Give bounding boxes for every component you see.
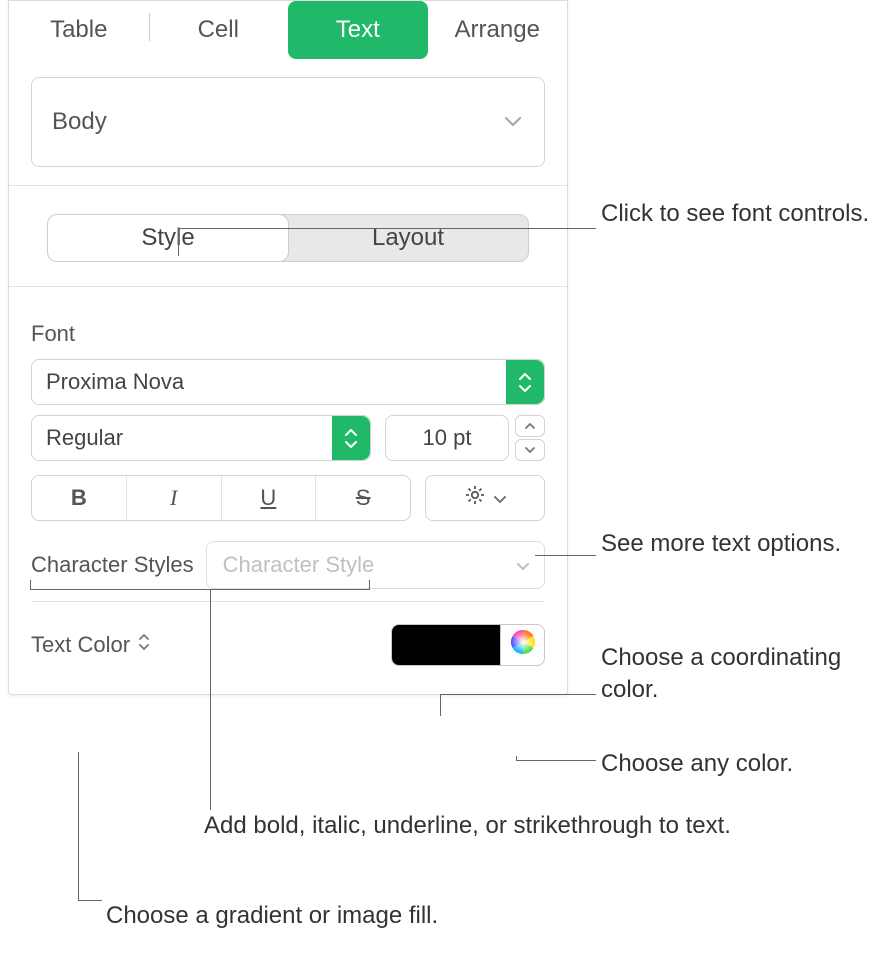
callout-biu: Add bold, italic, underline, or striketh… <box>204 810 731 842</box>
tab-table[interactable]: Table <box>9 1 149 59</box>
format-button-group: B I U S <box>31 475 411 521</box>
chevron-down-icon <box>516 552 530 578</box>
tab-divider <box>149 13 150 41</box>
gear-icon <box>463 483 487 513</box>
callout-line <box>178 228 596 229</box>
dropdown-stepper-icon <box>506 360 544 404</box>
font-size-stepper <box>515 415 545 461</box>
tab-arrange[interactable]: Arrange <box>428 1 568 59</box>
top-tabs: Table Cell Text Arrange <box>9 1 567 59</box>
font-family-value: Proxima Nova <box>46 369 184 395</box>
chevron-down-icon <box>493 485 507 511</box>
callout-line <box>440 694 441 716</box>
italic-button[interactable]: I <box>127 476 222 520</box>
character-styles-label: Character Styles <box>31 552 194 578</box>
color-controls <box>391 624 545 666</box>
callout-line <box>78 752 79 900</box>
color-wheel-icon <box>509 628 537 662</box>
callout-bracket <box>30 580 370 590</box>
font-size-down[interactable] <box>515 439 545 461</box>
strikethrough-button[interactable]: S <box>316 476 410 520</box>
callout-gradient: Choose a gradient or image fill. <box>106 900 438 932</box>
font-size-up[interactable] <box>515 415 545 437</box>
more-text-options-button[interactable] <box>425 475 545 521</box>
tab-text[interactable]: Text <box>288 1 428 59</box>
text-color-select[interactable]: Text Color <box>31 632 150 658</box>
callout-line <box>516 756 517 761</box>
callout-line <box>535 555 596 556</box>
callout-line <box>78 900 102 901</box>
style-layout-tabs: Style Layout <box>47 214 529 262</box>
callout-any-color: Choose any color. <box>601 748 793 780</box>
callout-more-options: See more text options. <box>601 528 841 560</box>
subtab-style[interactable]: Style <box>47 214 289 262</box>
text-color-label: Text Color <box>31 632 130 658</box>
dropdown-stepper-icon <box>332 416 370 460</box>
callout-font-controls: Click to see font controls. <box>601 198 869 230</box>
paragraph-style-select[interactable]: Body <box>31 77 545 167</box>
callout-line <box>516 760 596 761</box>
color-swatch[interactable] <box>391 624 501 666</box>
bold-button[interactable]: B <box>32 476 127 520</box>
callout-coord-color: Choose a coordinating color. <box>601 642 884 707</box>
color-wheel-button[interactable] <box>501 624 545 666</box>
subtab-layout[interactable]: Layout <box>288 215 528 261</box>
callout-line <box>178 228 179 256</box>
font-weight-value: Regular <box>46 425 123 451</box>
chevron-down-icon <box>504 116 522 128</box>
font-size-field: 10 pt <box>385 415 545 461</box>
font-section-label: Font <box>31 305 545 359</box>
underline-button[interactable]: U <box>222 476 317 520</box>
font-weight-select[interactable]: Regular <box>31 415 371 461</box>
font-size-input[interactable]: 10 pt <box>385 415 509 461</box>
font-family-select[interactable]: Proxima Nova <box>31 359 545 405</box>
format-panel: Table Cell Text Arrange Body Style Layou… <box>8 0 568 695</box>
callout-line <box>210 590 211 810</box>
tab-cell[interactable]: Cell <box>149 1 289 59</box>
updown-icon <box>138 632 150 658</box>
callout-line <box>440 694 596 695</box>
paragraph-style-value: Body <box>52 108 107 136</box>
character-style-placeholder: Character Style <box>223 552 375 578</box>
